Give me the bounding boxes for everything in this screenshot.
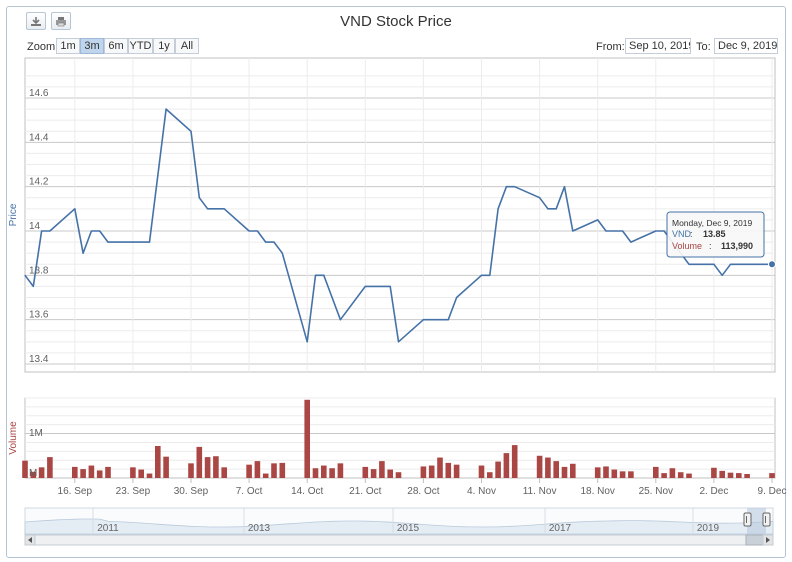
print-icon bbox=[56, 16, 66, 26]
download-icon bbox=[31, 16, 41, 26]
zoom-all-button[interactable]: All bbox=[175, 38, 199, 54]
zoom-6m-button[interactable]: 6m bbox=[104, 38, 128, 54]
chart-title: VND Stock Price bbox=[340, 13, 452, 30]
to-label: To: bbox=[696, 41, 711, 53]
zoom-label: Zoom bbox=[27, 41, 56, 53]
from-label: From: bbox=[596, 41, 625, 53]
to-date-input[interactable]: Dec 9, 2019 bbox=[714, 38, 778, 54]
print-button[interactable] bbox=[51, 12, 71, 30]
download-button[interactable] bbox=[26, 12, 46, 30]
zoom-3m-button[interactable]: 3m bbox=[80, 38, 104, 54]
chart-container bbox=[6, 6, 786, 558]
zoom-ytd-button[interactable]: YTD bbox=[128, 38, 153, 54]
zoom-1y-button[interactable]: 1y bbox=[153, 38, 175, 54]
from-date-input[interactable]: Sep 10, 2019 bbox=[625, 38, 691, 54]
zoom-1m-button[interactable]: 1m bbox=[56, 38, 80, 54]
